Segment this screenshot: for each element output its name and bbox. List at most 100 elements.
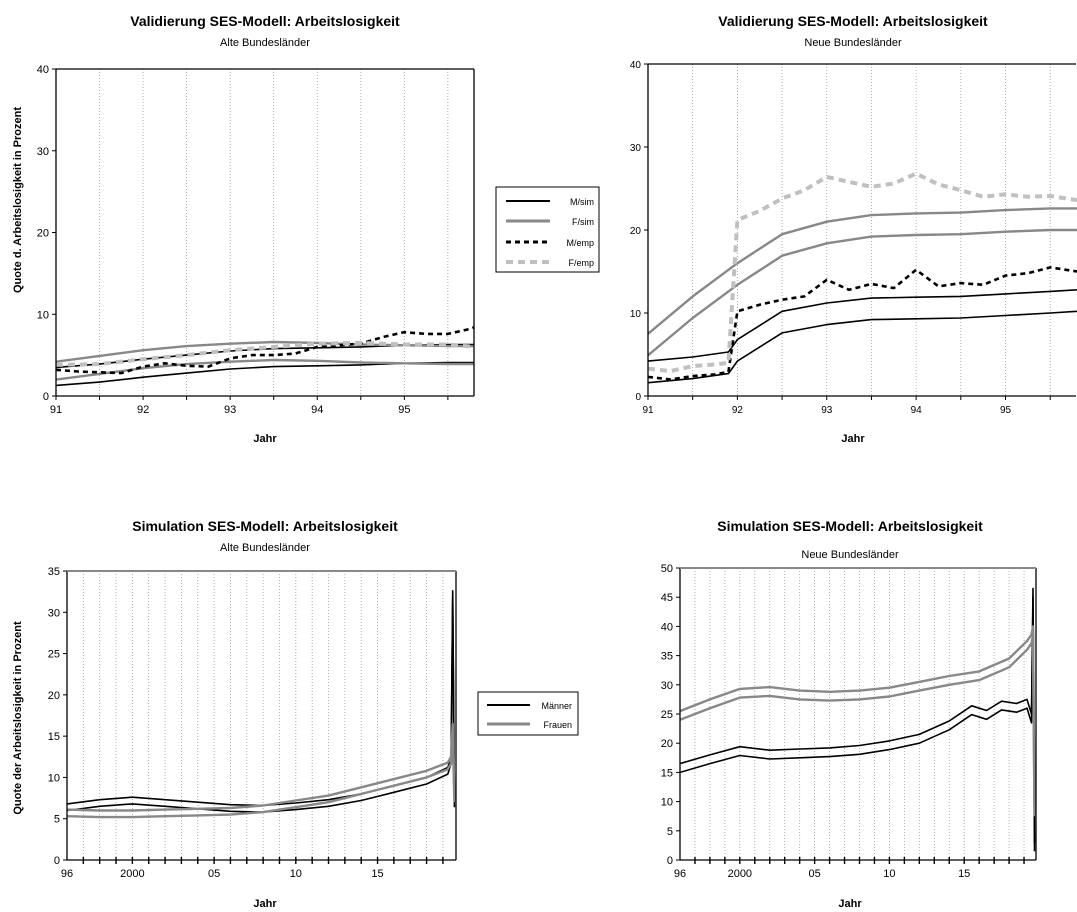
series-band-line bbox=[56, 361, 474, 387]
y-tick-label: 20 bbox=[37, 228, 49, 240]
y-tick-label: 40 bbox=[37, 64, 49, 76]
series-line bbox=[648, 289, 1077, 362]
y-tick-label: 30 bbox=[630, 143, 642, 154]
chart-validation-west: Validierung SES-Modell: Arbeitslosigkeit… bbox=[12, 13, 475, 445]
series-line bbox=[680, 625, 1036, 808]
x-tick-label: 95 bbox=[398, 404, 410, 416]
chart-simulation-east: Simulation SES-Modell: Arbeitslosigkeit … bbox=[661, 518, 1037, 910]
y-tick-label: 35 bbox=[661, 651, 673, 663]
y-tick-label: 40 bbox=[661, 621, 673, 633]
y-tick-label: 45 bbox=[661, 592, 673, 604]
series-band-line bbox=[648, 310, 1077, 384]
x-tick-label: 92 bbox=[137, 404, 149, 416]
series-group bbox=[67, 589, 456, 819]
series-line bbox=[56, 326, 475, 375]
x-tick-label: 93 bbox=[821, 405, 833, 416]
legend-label: Männer bbox=[541, 701, 572, 711]
chart-title: Simulation SES-Modell: Arbeitslosigkeit bbox=[132, 518, 398, 534]
x-tick-label: 2000 bbox=[728, 868, 752, 880]
y-tick-label: 30 bbox=[661, 680, 673, 692]
y-tick-label: 0 bbox=[635, 392, 641, 403]
series-band-line bbox=[67, 729, 456, 819]
y-axis-label: Quote der Arbeitslosigkeit in Prozent bbox=[12, 621, 24, 815]
y-tick-label: 35 bbox=[48, 566, 60, 578]
series-line bbox=[680, 587, 1036, 843]
x-tick-label: 2000 bbox=[120, 868, 144, 880]
x-tick-label: 92 bbox=[732, 405, 744, 416]
y-tick-label: 0 bbox=[43, 391, 49, 403]
chart-subtitle: Alte Bundesländer bbox=[220, 542, 310, 554]
y-tick-label: 20 bbox=[48, 690, 60, 702]
series-group bbox=[680, 587, 1036, 852]
x-tick-label: 05 bbox=[208, 868, 220, 880]
chart-subtitle: Neue Bundesländer bbox=[801, 549, 899, 561]
x-tick-label: 96 bbox=[674, 868, 686, 880]
y-tick-label: 0 bbox=[54, 855, 60, 867]
x-tick-label: 15 bbox=[371, 868, 383, 880]
y-tick-label: 30 bbox=[48, 607, 60, 619]
y-tick-label: 20 bbox=[661, 738, 673, 750]
series-band-line bbox=[680, 634, 1036, 817]
y-tick-label: 25 bbox=[661, 709, 673, 721]
legend-label: F/emp bbox=[568, 258, 594, 268]
x-tick-label: 10 bbox=[290, 868, 302, 880]
x-tick-label: 94 bbox=[911, 405, 923, 416]
y-tick-label: 15 bbox=[48, 731, 60, 743]
y-tick-label: 10 bbox=[661, 797, 673, 809]
y-tick-label: 10 bbox=[48, 772, 60, 784]
y-tick-label: 10 bbox=[37, 309, 49, 321]
x-tick-label: 95 bbox=[1000, 405, 1012, 416]
legend-label: M/emp bbox=[566, 238, 594, 248]
y-tick-label: 15 bbox=[661, 767, 673, 779]
plot-area: 0 10 20 30 40 91 92 93 94 95 bbox=[630, 60, 1077, 416]
y-tick-label: 30 bbox=[37, 146, 49, 158]
chart-title: Validierung SES-Modell: Arbeitslosigkeit bbox=[718, 13, 988, 29]
series-line bbox=[56, 340, 475, 367]
series-line bbox=[67, 589, 456, 807]
series-band-line bbox=[648, 228, 1077, 357]
series-line bbox=[648, 171, 1077, 374]
x-tick-label: 91 bbox=[642, 405, 654, 416]
chart-legend-validation: M/sim F/sim M/emp F/emp bbox=[495, 186, 600, 273]
x-axis-label: Jahr bbox=[838, 898, 862, 910]
x-axis-label: Jahr bbox=[253, 433, 277, 445]
chart-subtitle: Alte Bundesländer bbox=[220, 37, 310, 49]
chart-simulation-west: Simulation SES-Modell: Arbeitslosigkeit … bbox=[12, 518, 457, 910]
chart-validation-east: Validierung SES-Modell: Arbeitslosigkeit… bbox=[630, 13, 1077, 445]
plot-area: 0 10 20 30 40 91 92 93 94 95 bbox=[37, 64, 475, 416]
y-axis-label: Quote d. Arbeitslosigkeit in Prozent bbox=[12, 107, 24, 293]
series-line bbox=[67, 722, 456, 812]
x-tick-label: 10 bbox=[883, 868, 895, 880]
series-band-line bbox=[67, 596, 456, 813]
y-tick-label: 20 bbox=[630, 226, 642, 237]
series-group bbox=[648, 171, 1077, 384]
series-group bbox=[56, 326, 475, 387]
y-tick-label: 25 bbox=[48, 649, 60, 661]
y-tick-label: 5 bbox=[667, 826, 673, 838]
chart-title: Simulation SES-Modell: Arbeitslosigkeit bbox=[717, 518, 983, 534]
x-tick-label: 94 bbox=[311, 404, 323, 416]
chart-legend-simulation: Männer Frauen bbox=[477, 691, 579, 736]
y-tick-label: 10 bbox=[630, 309, 642, 320]
series-band-line bbox=[680, 596, 1036, 852]
y-tick-label: 50 bbox=[661, 563, 673, 575]
y-tick-label: 0 bbox=[667, 855, 673, 867]
legend-label: M/sim bbox=[570, 197, 594, 207]
series-line bbox=[648, 207, 1077, 335]
chart-title: Validierung SES-Modell: Arbeitslosigkeit bbox=[130, 13, 400, 29]
legend-label: F/sim bbox=[572, 217, 594, 227]
x-tick-label: 15 bbox=[958, 868, 970, 880]
x-tick-label: 05 bbox=[808, 868, 820, 880]
chart-subtitle: Neue Bundesländer bbox=[804, 37, 902, 49]
series-line bbox=[56, 340, 474, 363]
x-axis-label: Jahr bbox=[841, 433, 865, 445]
series-line bbox=[648, 266, 1077, 381]
legend-label: Frauen bbox=[543, 720, 572, 730]
x-axis-label: Jahr bbox=[253, 898, 277, 910]
y-tick-label: 40 bbox=[630, 60, 642, 71]
x-tick-label: 93 bbox=[224, 404, 236, 416]
x-tick-label: 96 bbox=[61, 868, 73, 880]
